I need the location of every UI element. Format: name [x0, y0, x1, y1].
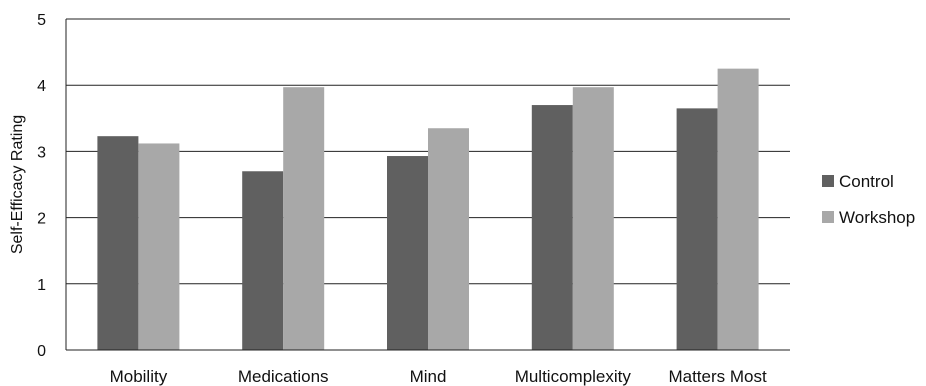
y-axis-title: Self-Efficacy Rating — [9, 115, 26, 254]
bar-workshop-matters-most — [717, 68, 759, 351]
y-axis-ticks: 0 1 2 3 4 5 — [37, 12, 46, 360]
bars — [97, 68, 759, 351]
y-tick-label: 0 — [37, 343, 46, 360]
bar-control-medications — [242, 171, 284, 350]
bar-workshop-mind — [428, 128, 469, 350]
bar-workshop-mobility — [138, 143, 180, 350]
legend-label-workshop: Workshop — [839, 208, 915, 227]
legend-swatch-control — [822, 175, 834, 187]
x-tick-label: Multicomplexity — [515, 367, 632, 386]
y-tick-label: 3 — [37, 144, 46, 161]
x-tick-label: Mind — [410, 367, 447, 386]
bar-control-matters-most — [676, 108, 718, 351]
bar-control-multicomplexity — [531, 105, 573, 350]
bar-workshop-multicomplexity — [572, 87, 614, 350]
bar-control-mind — [387, 156, 428, 350]
x-axis-labels: Mobility Medications Mind Multicomplexity Ma… — [110, 367, 767, 386]
legend-swatch-workshop — [822, 211, 834, 223]
y-tick-label: 5 — [37, 12, 46, 29]
y-tick-label: 2 — [37, 211, 46, 228]
legend-label-control: Control — [839, 172, 894, 191]
y-tick-label: 4 — [37, 78, 46, 95]
bar-workshop-medications — [283, 87, 325, 350]
x-tick-label: Mobility — [110, 367, 168, 386]
x-tick-label: Medications — [238, 367, 329, 386]
bar-control-mobility — [97, 136, 139, 350]
x-tick-label: Matters Most — [668, 367, 767, 386]
legend: Control Workshop — [822, 172, 915, 227]
y-tick-label: 1 — [37, 277, 46, 294]
